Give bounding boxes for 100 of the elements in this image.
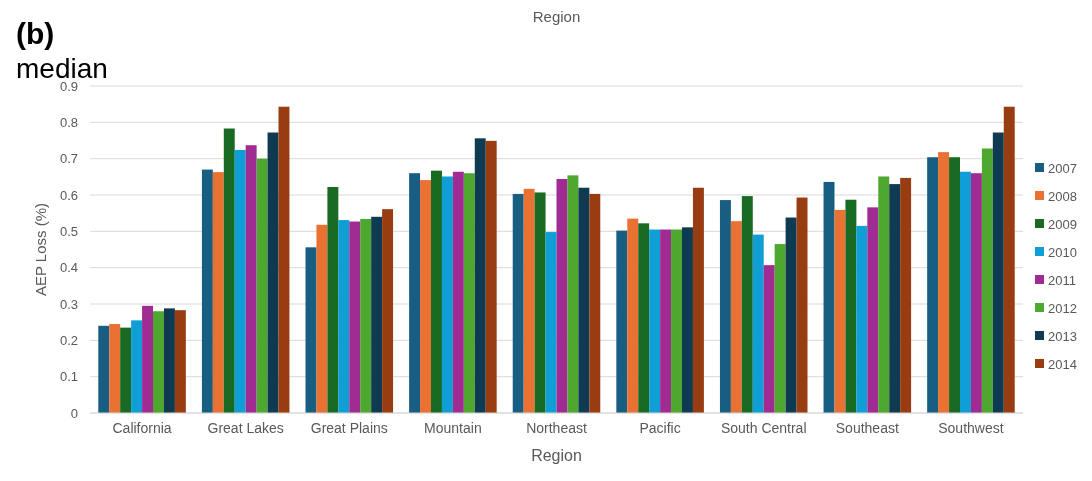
x-tick-label: Great Plains	[310, 420, 388, 436]
bar	[938, 152, 950, 413]
bar	[545, 232, 557, 413]
bar	[730, 221, 742, 413]
bar	[109, 323, 121, 413]
text: Region	[532, 8, 581, 25]
bar	[523, 188, 535, 413]
legend-label: 2009	[1048, 216, 1077, 232]
bar	[441, 176, 453, 413]
bar	[785, 217, 797, 413]
x-tick-label: Mountain	[424, 420, 482, 436]
bar	[452, 171, 464, 413]
bar	[671, 229, 682, 413]
bar	[763, 265, 775, 413]
bar	[878, 176, 890, 413]
bar	[174, 310, 186, 413]
bar	[692, 187, 704, 413]
x-axis-title: Region	[531, 447, 582, 464]
y-tick-label: 0	[70, 405, 78, 421]
bar	[409, 173, 421, 413]
bar	[856, 225, 868, 413]
legend-label: 2007	[1048, 160, 1077, 176]
bar	[823, 181, 835, 413]
x-tick-label: Great Lakes	[207, 420, 284, 436]
bar	[485, 140, 497, 413]
bar	[420, 180, 431, 413]
bar	[970, 173, 982, 413]
bar	[845, 199, 857, 413]
bar	[201, 169, 213, 413]
bar	[98, 325, 110, 413]
x-tick-label: California	[112, 420, 172, 436]
bar	[120, 327, 132, 413]
bar	[278, 106, 290, 413]
y-tick-label: 0.9	[59, 78, 78, 94]
bar	[589, 193, 601, 413]
legend-label: 2008	[1048, 188, 1077, 204]
bar	[1003, 106, 1015, 413]
bar	[245, 145, 257, 413]
bar	[567, 175, 579, 413]
bar	[834, 209, 846, 413]
bar	[349, 221, 361, 413]
bar	[949, 157, 960, 413]
legend-label: 2010	[1048, 244, 1077, 260]
bar	[371, 216, 383, 413]
y-tick-label: 0.8	[59, 114, 78, 130]
legend-label: 2013	[1048, 328, 1077, 344]
bar	[305, 247, 317, 413]
bar	[927, 157, 939, 413]
bar	[431, 170, 442, 413]
bar	[153, 311, 164, 413]
bar	[163, 308, 175, 413]
bar	[360, 218, 372, 413]
bar	[382, 209, 394, 413]
bar	[959, 171, 971, 413]
x-tick-label: Pacific	[639, 420, 681, 436]
bar	[616, 230, 628, 413]
bar	[142, 305, 154, 413]
bar	[463, 173, 475, 413]
bar	[867, 207, 879, 413]
x-tick-label: South Central	[720, 420, 807, 436]
bar	[719, 200, 731, 413]
bar	[474, 138, 486, 413]
bar	[578, 187, 590, 413]
bar	[627, 218, 639, 413]
bar	[981, 148, 993, 413]
bar	[267, 132, 279, 413]
bar	[223, 128, 235, 413]
bar	[131, 320, 143, 413]
x-tick-label: Northeast	[526, 420, 587, 436]
y-tick-label: 0.5	[59, 223, 78, 239]
bar	[796, 197, 808, 413]
bar	[649, 229, 661, 413]
bar	[534, 192, 546, 413]
bar	[660, 229, 672, 413]
bar	[900, 177, 912, 413]
bar	[774, 244, 786, 413]
bar	[992, 132, 1004, 413]
bar	[682, 227, 693, 413]
bar	[741, 196, 753, 413]
bar	[889, 184, 901, 413]
y-tick-label: 0.4	[59, 260, 78, 276]
bar	[338, 220, 350, 413]
bar	[256, 158, 268, 413]
bar	[556, 179, 568, 413]
legend-label: 2012	[1048, 300, 1077, 316]
y-tick-label: 0.1	[59, 369, 78, 385]
chart-title: (b)	[16, 17, 55, 50]
y-tick-label: 0.7	[59, 151, 78, 167]
bar	[234, 149, 246, 413]
bar	[638, 223, 650, 413]
y-tick-label: 0.3	[59, 296, 78, 312]
x-tick-label: Southwest	[938, 420, 1004, 436]
legend-label: 2011	[1048, 272, 1076, 288]
y-tick-label: 0.6	[59, 187, 78, 203]
bar	[316, 224, 328, 413]
legend-label: 2014	[1048, 356, 1077, 372]
bar	[752, 234, 764, 413]
bar	[512, 193, 524, 413]
y-axis-title: AEP Loss (%)	[32, 202, 49, 297]
y-tick-label: 0.2	[59, 332, 78, 348]
